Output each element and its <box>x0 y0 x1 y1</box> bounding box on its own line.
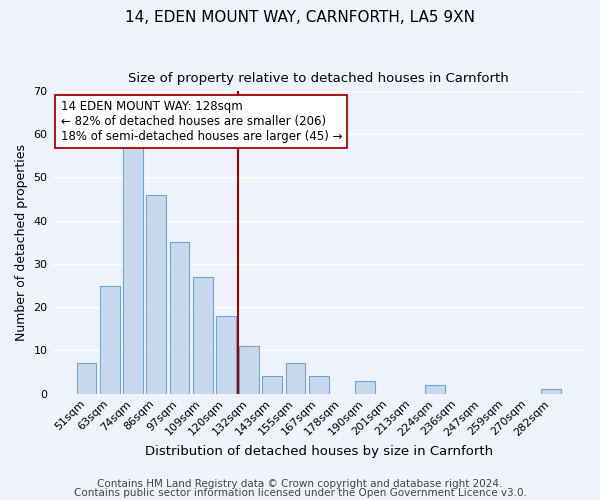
Text: Contains public sector information licensed under the Open Government Licence v3: Contains public sector information licen… <box>74 488 526 498</box>
Bar <box>425 385 445 394</box>
Bar <box>77 364 97 394</box>
Text: Contains HM Land Registry data © Crown copyright and database right 2024.: Contains HM Land Registry data © Crown c… <box>97 479 503 489</box>
Bar <box>123 147 143 394</box>
Bar <box>146 194 166 394</box>
Bar <box>170 242 190 394</box>
Text: 14, EDEN MOUNT WAY, CARNFORTH, LA5 9XN: 14, EDEN MOUNT WAY, CARNFORTH, LA5 9XN <box>125 10 475 25</box>
Bar <box>100 286 119 394</box>
Bar <box>355 380 375 394</box>
Text: 14 EDEN MOUNT WAY: 128sqm
← 82% of detached houses are smaller (206)
18% of semi: 14 EDEN MOUNT WAY: 128sqm ← 82% of detac… <box>61 100 342 143</box>
Bar <box>309 376 329 394</box>
Bar <box>541 390 561 394</box>
Title: Size of property relative to detached houses in Carnforth: Size of property relative to detached ho… <box>128 72 509 86</box>
Bar <box>216 316 236 394</box>
Bar <box>262 376 282 394</box>
Bar <box>286 364 305 394</box>
Bar <box>193 277 212 394</box>
Bar <box>239 346 259 394</box>
X-axis label: Distribution of detached houses by size in Carnforth: Distribution of detached houses by size … <box>145 444 493 458</box>
Y-axis label: Number of detached properties: Number of detached properties <box>15 144 28 341</box>
